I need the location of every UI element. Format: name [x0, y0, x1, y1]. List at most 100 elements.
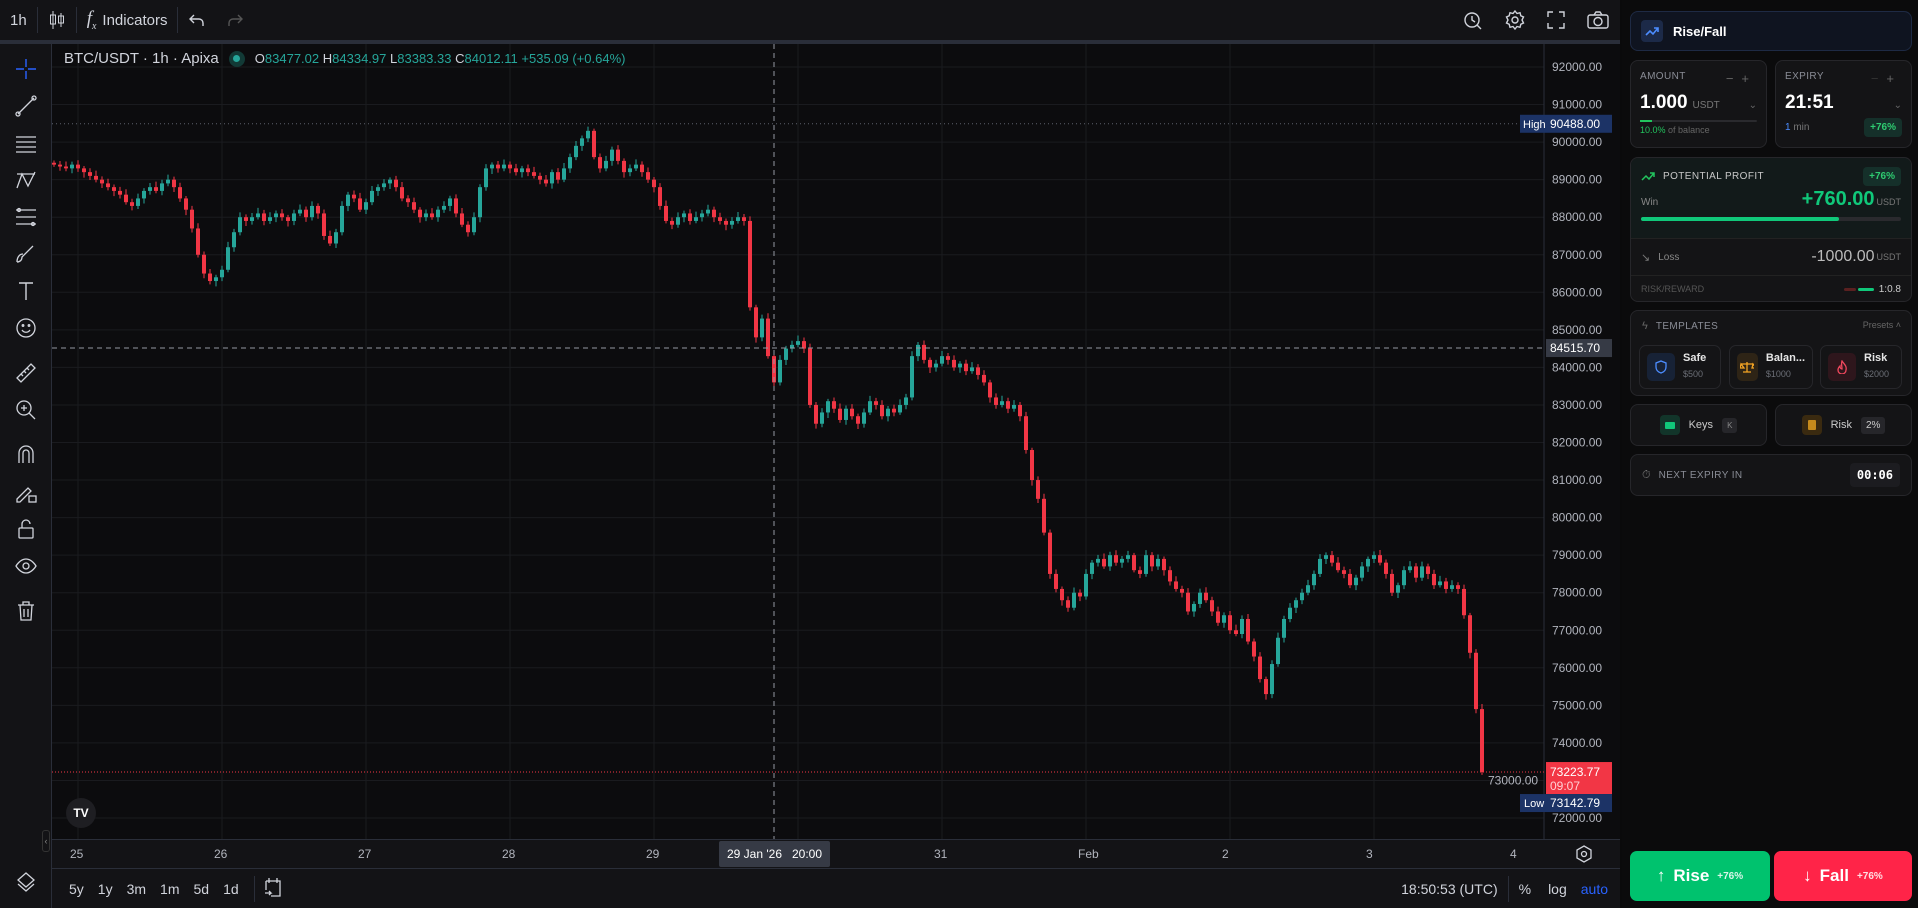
visibility-tool[interactable] — [0, 547, 52, 584]
trend-line-tool[interactable] — [0, 87, 52, 124]
pattern-icon — [16, 171, 36, 188]
candle-body — [598, 157, 602, 169]
range-1m[interactable]: 1m — [160, 880, 180, 897]
template-balanced[interactable]: Balan... $1000 — [1729, 345, 1813, 389]
undo-button[interactable] — [178, 0, 216, 40]
crosshair-tool[interactable] — [0, 50, 52, 87]
lock-drawings-tool[interactable] — [0, 473, 52, 510]
candle-body — [190, 209, 194, 229]
candle-body — [946, 356, 950, 360]
candle-body — [52, 162, 56, 165]
range-1y[interactable]: 1y — [97, 880, 113, 897]
price-tick-label: 79000.00 — [1552, 548, 1602, 562]
chevron-down-icon[interactable]: ⌄ — [1893, 100, 1902, 111]
expiry-decrease-button[interactable]: − — [1870, 71, 1887, 86]
expiry-input[interactable]: 21:51 ⌄ — [1785, 92, 1902, 113]
trash-icon — [18, 600, 34, 621]
rise-button[interactable]: ↑ Rise +76% — [1630, 851, 1770, 901]
fib-tool[interactable] — [0, 198, 52, 235]
candle-body — [424, 213, 428, 218]
candle-body — [328, 235, 332, 244]
ruler-tool[interactable] — [0, 354, 52, 391]
undo-icon — [189, 14, 205, 26]
chart-pane[interactable]: 92000.00 91000.00 90000.00 89000.00 88000.00… — [42, 44, 1620, 868]
candle-body — [478, 187, 482, 218]
template-safe[interactable]: Safe $500 — [1639, 345, 1721, 389]
candle-body — [406, 198, 410, 203]
amount-input[interactable]: 1.000 USDT ⌄ — [1640, 92, 1757, 113]
top-toolbar: 1h fx Indicators — [0, 0, 1620, 44]
brush-tool[interactable] — [0, 235, 52, 272]
clock-timezone[interactable]: 18:50:53 (UTC) — [1401, 880, 1498, 897]
indicators-button[interactable]: fx Indicators — [77, 0, 178, 40]
candle-body — [442, 205, 446, 210]
candle-body — [1402, 570, 1406, 586]
delete-tool[interactable] — [0, 592, 52, 629]
candle-body — [868, 401, 872, 413]
candle-body — [1198, 592, 1202, 604]
text-tool[interactable] — [0, 272, 52, 309]
candle-body — [712, 209, 716, 218]
risk-button[interactable]: Risk 2% — [1775, 404, 1912, 446]
object-tree-button[interactable] — [0, 863, 52, 900]
template-risk[interactable]: Risk $2000 — [1820, 345, 1902, 389]
redo-button[interactable] — [216, 0, 254, 40]
candle-body — [1024, 416, 1028, 451]
collapse-toolbar-handle[interactable]: ‹ — [42, 830, 50, 852]
candle-body — [1462, 588, 1466, 616]
chart-type-button[interactable] — [38, 0, 76, 40]
candle-body — [1096, 558, 1100, 563]
horizontal-lines-tool[interactable] — [0, 124, 52, 161]
brush-icon — [16, 245, 34, 263]
range-5d[interactable]: 5d — [193, 880, 210, 897]
high-price-label-bg — [1546, 114, 1612, 133]
settings-button[interactable] — [1494, 0, 1536, 40]
pattern-tool[interactable] — [0, 161, 52, 198]
price-tick-label: 81000.00 — [1552, 473, 1602, 487]
candle-body — [358, 198, 362, 210]
time-axis[interactable]: 25 26 27 28 29 31 Feb 2 3 4 29 Jan '26 20:00 — [52, 839, 1620, 868]
candle-body — [124, 194, 128, 203]
candle-body — [286, 217, 290, 221]
amount-decrease-button[interactable]: − — [1725, 71, 1742, 86]
candle-body — [976, 367, 980, 375]
candle-body — [394, 179, 398, 188]
fall-button[interactable]: ↓ Fall +76% — [1774, 851, 1912, 901]
percent-scale-toggle[interactable]: % — [1518, 880, 1532, 897]
candle-body — [556, 172, 560, 180]
candle-body — [1012, 404, 1016, 409]
lock-tool[interactable] — [0, 510, 52, 547]
candle-body — [1306, 585, 1310, 593]
price-tick-label: 85000.00 — [1552, 323, 1602, 337]
mode-selector[interactable]: Rise/Fall — [1630, 11, 1912, 51]
auto-scale-toggle[interactable]: auto — [1580, 880, 1608, 897]
price-tick-label: 90000.00 — [1552, 135, 1602, 149]
candle-body — [322, 213, 326, 236]
alert-button[interactable] — [1452, 0, 1494, 40]
screenshot-button[interactable] — [1576, 0, 1620, 40]
log-scale-toggle[interactable]: log — [1548, 880, 1567, 897]
interval-button[interactable]: 1h — [0, 0, 37, 40]
win-bar — [1641, 217, 1901, 221]
candle-body — [1144, 555, 1148, 574]
keys-button[interactable]: Keys K — [1630, 404, 1767, 446]
range-5y[interactable]: 5y — [69, 880, 84, 897]
range-1d[interactable]: 1d — [223, 880, 239, 897]
presets-toggle[interactable]: Presets ˄ — [1862, 320, 1901, 330]
range-3m[interactable]: 3m — [126, 880, 147, 897]
loss-label: Loss — [1658, 251, 1680, 263]
candle-body — [352, 194, 356, 199]
chevron-down-icon[interactable]: ⌄ — [1748, 100, 1757, 111]
zoom-tool[interactable] — [0, 391, 52, 428]
candle-body — [646, 172, 650, 180]
price-tick-label: 78000.00 — [1552, 586, 1602, 600]
fullscreen-button[interactable] — [1536, 0, 1576, 40]
magnet-tool[interactable] — [0, 436, 52, 473]
amount-increase-button[interactable]: + — [1741, 71, 1757, 86]
candle-body — [1444, 581, 1448, 589]
emoji-tool[interactable] — [0, 309, 52, 346]
candle-body — [748, 220, 752, 308]
goto-date-button[interactable] — [263, 876, 283, 901]
expiry-increase-button[interactable]: + — [1886, 71, 1902, 86]
axis-settings-button[interactable] — [1574, 844, 1594, 869]
